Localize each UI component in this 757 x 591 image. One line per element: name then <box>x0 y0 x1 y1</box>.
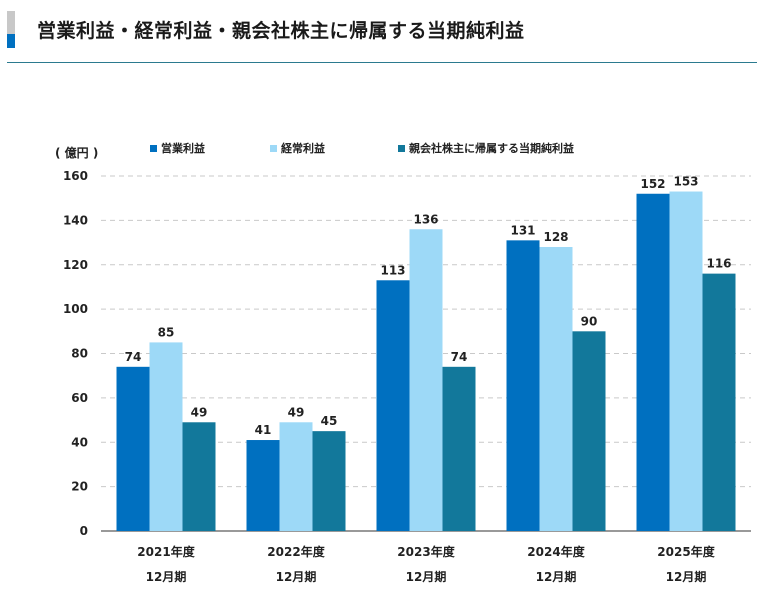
legend-label: 親会社株主に帰属する当期純利益 <box>409 141 574 155</box>
page-header: 営業利益・経常利益・親会社株主に帰属する当期純利益 <box>0 0 757 64</box>
data-label: 49 <box>288 405 305 419</box>
data-label: 45 <box>321 414 338 428</box>
legend-swatch <box>150 145 157 152</box>
bar <box>702 273 736 531</box>
x-tick-label: 2024年度 <box>527 544 585 559</box>
y-tick-label: 0 <box>80 524 88 538</box>
bar <box>376 280 410 531</box>
y-axis-label: ( 億円 ) <box>55 145 98 160</box>
data-label: 49 <box>191 405 208 419</box>
bar <box>116 366 150 531</box>
x-tick-label: 2025年度 <box>657 544 715 559</box>
x-tick-label: 2022年度 <box>267 544 325 559</box>
x-tick-label: 12月期 <box>276 569 317 584</box>
y-tick-label: 60 <box>71 391 88 405</box>
y-tick-label: 40 <box>71 435 88 449</box>
y-tick-label: 80 <box>71 347 88 361</box>
y-tick-label: 100 <box>63 302 88 316</box>
data-label: 85 <box>158 325 175 339</box>
y-tick-label: 120 <box>63 258 88 272</box>
data-label: 116 <box>706 257 731 271</box>
data-label: 74 <box>451 350 468 364</box>
bar <box>506 240 540 531</box>
y-tick-label: 160 <box>63 169 88 183</box>
data-label: 136 <box>413 212 438 226</box>
data-label: 74 <box>125 350 142 364</box>
bar <box>539 247 573 531</box>
bar <box>442 366 476 531</box>
data-label: 90 <box>581 314 598 328</box>
legend-label: 経常利益 <box>281 141 325 155</box>
bar <box>572 331 606 531</box>
x-tick-label: 12月期 <box>666 569 707 584</box>
title-accent-bar-gray <box>7 11 15 34</box>
legend-swatch <box>270 145 277 152</box>
data-label: 113 <box>380 263 405 277</box>
legend-label: 営業利益 <box>161 141 205 155</box>
bar <box>312 431 346 531</box>
bar <box>246 440 280 531</box>
bar <box>409 229 443 531</box>
data-label: 128 <box>543 230 568 244</box>
bar <box>636 193 670 531</box>
data-label: 131 <box>510 223 535 237</box>
title-underline <box>7 62 757 63</box>
data-label: 152 <box>640 177 665 191</box>
y-tick-label: 140 <box>63 213 88 227</box>
x-tick-label: 12月期 <box>146 569 187 584</box>
title-accent-bar-blue <box>7 34 15 48</box>
x-tick-label: 2023年度 <box>397 544 455 559</box>
data-label: 41 <box>255 423 272 437</box>
data-label: 153 <box>673 175 698 189</box>
bar <box>669 191 703 531</box>
x-tick-label: 12月期 <box>536 569 577 584</box>
bar <box>149 342 183 531</box>
bar <box>182 422 216 531</box>
page-title: 営業利益・経常利益・親会社株主に帰属する当期純利益 <box>37 20 525 42</box>
legend-swatch <box>398 145 405 152</box>
y-tick-label: 20 <box>71 480 88 494</box>
x-tick-label: 12月期 <box>406 569 447 584</box>
bar <box>279 422 313 531</box>
x-tick-label: 2021年度 <box>137 544 195 559</box>
